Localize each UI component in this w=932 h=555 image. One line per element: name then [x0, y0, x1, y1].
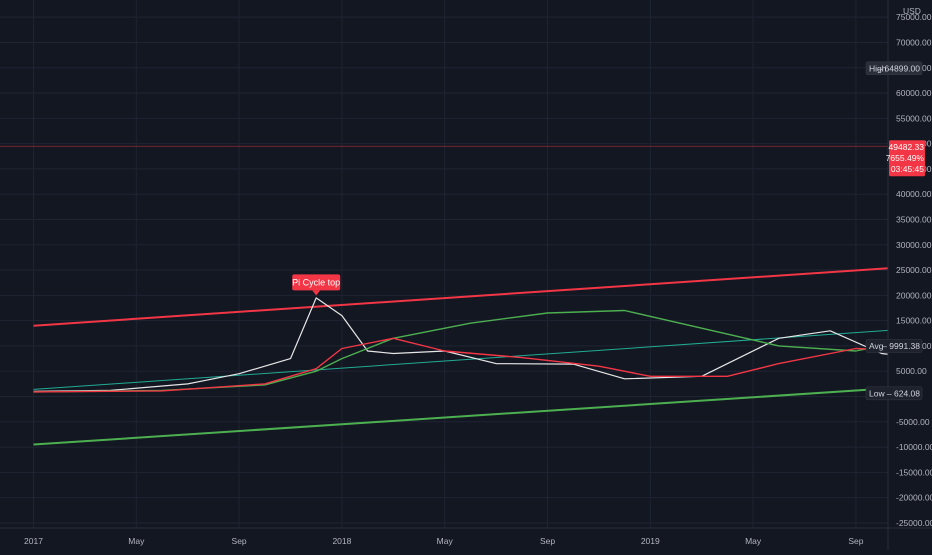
low-label-value: – 624.08: [887, 388, 920, 398]
last-price-countdown: 03:45:45: [891, 164, 924, 174]
y-tick-label: -10000.00: [896, 442, 932, 452]
high-label-value: – 64899.00: [877, 63, 920, 73]
annotation-pointer: [312, 290, 320, 295]
y-tick-label: 5000.00: [896, 366, 927, 376]
trend-line: [34, 213, 932, 325]
x-tick-label: Sep: [232, 536, 247, 546]
x-tick-label: May: [745, 536, 762, 546]
x-tick-label: May: [437, 536, 454, 546]
y-tick-label: 70000.00: [896, 37, 932, 47]
y-tick-label: 15000.00: [896, 316, 932, 326]
last-price-change: 7655.49%: [886, 153, 925, 163]
x-tick-label: May: [128, 536, 145, 546]
last-price-value: 49482.33: [889, 142, 925, 152]
y-tick-label: 35000.00: [896, 214, 932, 224]
y-tick-label: -15000.00: [896, 467, 932, 477]
x-tick-label: 2019: [641, 536, 660, 546]
y-tick-label: -25000.00: [896, 518, 932, 528]
y-tick-label: -5000.00: [896, 417, 930, 427]
x-tick-label: Sep: [540, 536, 555, 546]
x-tick-label: 2018: [332, 536, 351, 546]
y-tick-label: 55000.00: [896, 113, 932, 123]
y-tick-label: -20000.00: [896, 493, 932, 503]
y-tick-label: 40000.00: [896, 189, 932, 199]
y-tick-label: 30000.00: [896, 240, 932, 250]
x-tick-label: 2017: [24, 536, 43, 546]
low-label-name: Low: [869, 388, 885, 398]
currency-label: USD: [903, 6, 921, 16]
avg-label-value: – 9991.38: [882, 341, 920, 351]
y-tick-label: 60000.00: [896, 88, 932, 98]
annotation-label: Pi Cycle top: [292, 277, 340, 287]
y-tick-label: 20000.00: [896, 290, 932, 300]
y-tick-label: 25000.00: [896, 265, 932, 275]
x-tick-label: Sep: [848, 536, 863, 546]
trend-line: [34, 274, 932, 389]
